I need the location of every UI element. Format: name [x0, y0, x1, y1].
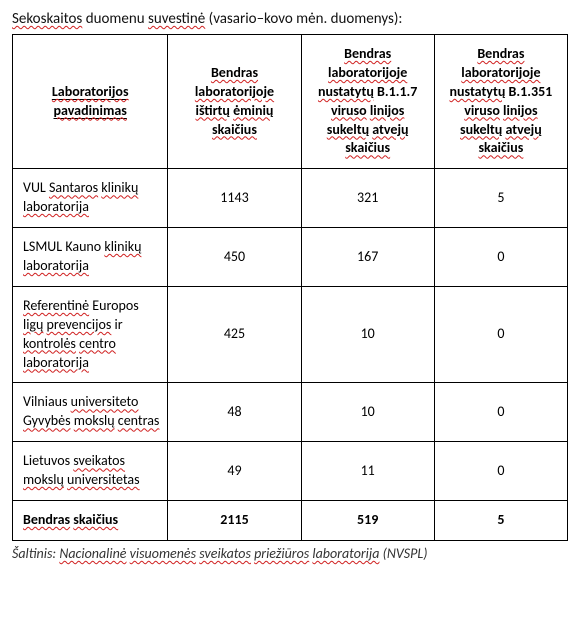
- data-table: Laboratorijos pavadinimas Bendras labora…: [12, 34, 568, 541]
- cell-value: 5: [434, 169, 567, 228]
- source-line: Šaltinis: Nacionalinė visuomenės sveikat…: [12, 545, 568, 562]
- cell-value: 0: [434, 228, 567, 287]
- page-title: Sekoskaitos duomenu suvestinė (vasario–k…: [12, 10, 568, 28]
- cell-lab-name: Referentinė Europos ligų prevencijos ir …: [13, 286, 168, 383]
- table-row: Referentinė Europos ligų prevencijos ir …: [13, 286, 568, 383]
- table-header-row: Laboratorijos pavadinimas Bendras labora…: [13, 35, 568, 169]
- cell-value: 10: [301, 286, 434, 383]
- col-header-b1351: Bendras laboratorijoje nustatytų B.1.351…: [434, 35, 567, 169]
- cell-value: 450: [168, 228, 301, 287]
- cell-value: 49: [168, 442, 301, 501]
- cell-lab-name: Vilniaus universiteto Gyvybės mokslų cen…: [13, 383, 168, 442]
- cell-value: 0: [434, 442, 567, 501]
- col-header-lab: Laboratorijos pavadinimas: [13, 35, 168, 169]
- cell-lab-name: LSMUL Kauno klinikų laboratorija: [13, 228, 168, 287]
- cell-lab-name: VUL Santaros klinikų laboratorija: [13, 169, 168, 228]
- title-word: Sekoskaitos: [12, 10, 82, 28]
- title-word: (vasario–kovo mėn. duomenys):: [205, 10, 402, 28]
- cell-value: 48: [168, 383, 301, 442]
- table-body: VUL Santaros klinikų laboratorija1143321…: [13, 169, 568, 541]
- cell-value: 11: [301, 442, 434, 501]
- cell-total-value: 2115: [168, 501, 301, 541]
- cell-value: 0: [434, 286, 567, 383]
- cell-value: 1143: [168, 169, 301, 228]
- col-header-samples: Bendras laboratorijoje ištirtų ėminių sk…: [168, 35, 301, 169]
- cell-lab-name: Lietuvos sveikatos mokslų universitetas: [13, 442, 168, 501]
- cell-value: 10: [301, 383, 434, 442]
- table-row: VUL Santaros klinikų laboratorija1143321…: [13, 169, 568, 228]
- table-row-total: Bendras skaičius21155195: [13, 501, 568, 541]
- table-row: Lietuvos sveikatos mokslų universitetas4…: [13, 442, 568, 501]
- cell-value: 0: [434, 383, 567, 442]
- title-word: suvestinė: [148, 10, 205, 28]
- cell-value: 167: [301, 228, 434, 287]
- title-word: duomenu: [86, 10, 145, 28]
- table-row: Vilniaus universiteto Gyvybės mokslų cen…: [13, 383, 568, 442]
- cell-total-value: 519: [301, 501, 434, 541]
- cell-value: 321: [301, 169, 434, 228]
- cell-total-label: Bendras skaičius: [13, 501, 168, 541]
- col-header-b117: Bendras laboratorijoje nustatytų B.1.1.7…: [301, 35, 434, 169]
- cell-value: 425: [168, 286, 301, 383]
- table-row: LSMUL Kauno klinikų laboratorija4501670: [13, 228, 568, 287]
- cell-total-value: 5: [434, 501, 567, 541]
